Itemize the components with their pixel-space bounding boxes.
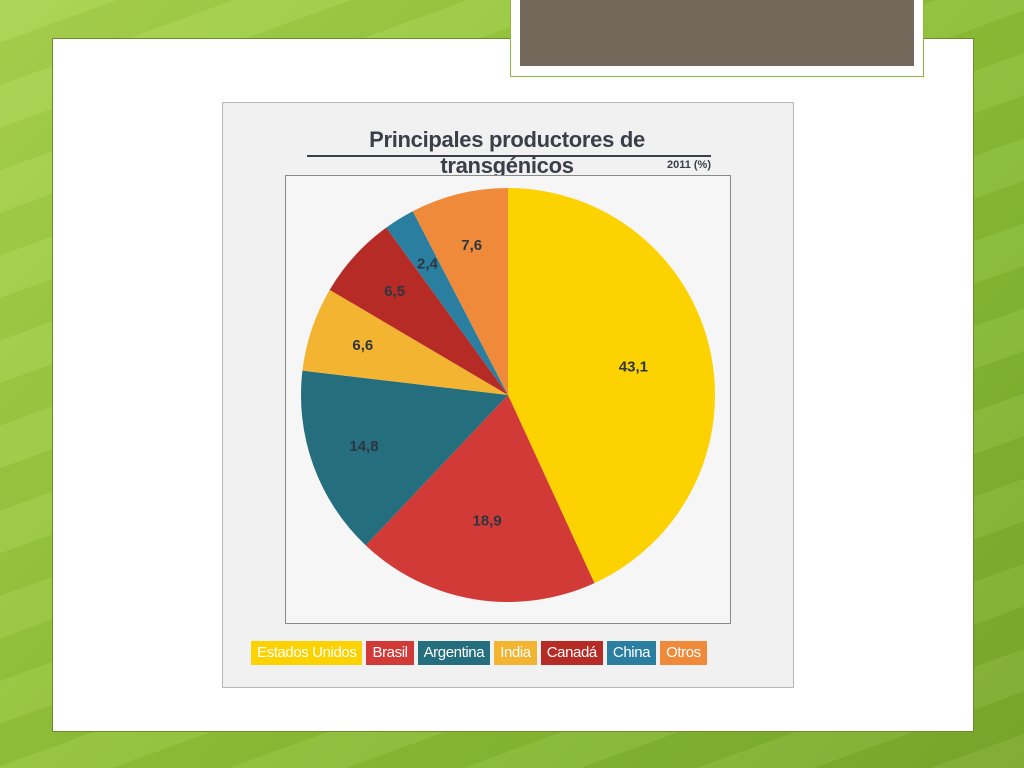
pie-slice-argentina <box>301 370 508 546</box>
legend-item: China <box>606 641 657 665</box>
legend-item: India <box>494 641 537 665</box>
legend-item: Brasil <box>366 641 414 665</box>
plot-area: 43,1 18,9 14,8 6,6 6,5 2,4 7,6 <box>285 175 731 624</box>
data-label: 2,4 <box>417 256 439 273</box>
data-label: 6,5 <box>384 283 405 300</box>
data-label: 6,6 <box>352 337 373 354</box>
legend-item: Canadá <box>540 641 603 665</box>
data-label: 7,6 <box>461 237 482 254</box>
pie-chart: 43,1 18,9 14,8 6,6 6,5 2,4 7,6 <box>301 188 715 602</box>
pie-slice-brasil <box>365 395 595 602</box>
title-underline <box>307 155 711 157</box>
pie-slice-china <box>386 211 508 395</box>
legend-item: Argentina <box>417 641 491 665</box>
legend-item: Otros <box>660 641 707 665</box>
pie-slice-estados-unidos <box>508 188 715 584</box>
chart-image: Principales productores de transgénicos … <box>222 102 794 688</box>
pie-slice-otros <box>412 188 508 395</box>
data-label: 18,9 <box>473 513 502 530</box>
legend: Estados Unidos Brasil Argentina India Canadá… <box>251 641 707 665</box>
chart-title: Principales productores de transgénicos <box>369 127 645 178</box>
legend-item: Estados Unidos <box>251 641 363 665</box>
pie-slice-india <box>302 289 508 395</box>
data-label: 43,1 <box>619 359 648 376</box>
title-placeholder[interactable] <box>520 0 914 66</box>
pie-slice-canadá <box>329 227 508 395</box>
chart-subtitle: 2011 (%) <box>666 159 711 171</box>
data-label: 14,8 <box>349 438 378 455</box>
